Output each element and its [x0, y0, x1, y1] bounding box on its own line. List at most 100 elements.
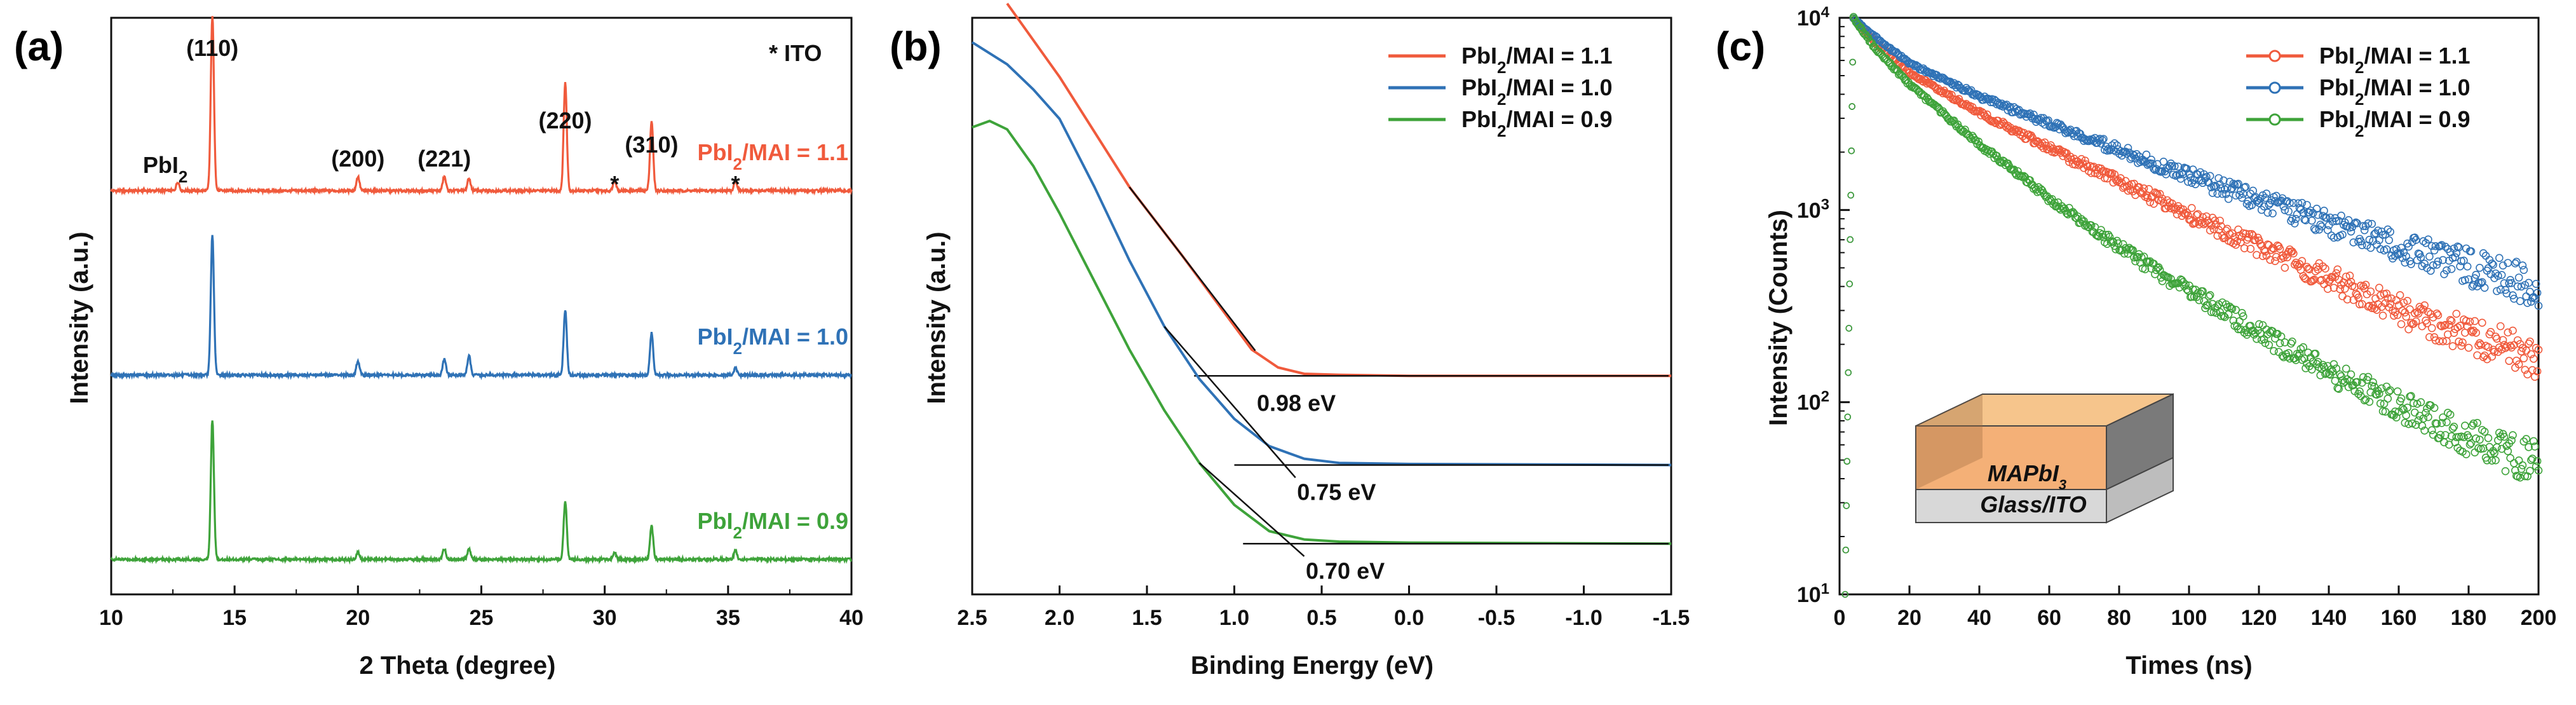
panel-c-data-marker: [1908, 60, 1916, 68]
panel-c-data-marker: [2168, 161, 2176, 170]
panel-c-data-marker: [2501, 344, 2510, 352]
panel-c-data-marker: [1964, 102, 1973, 111]
panel-c-data-marker: [2534, 345, 2543, 354]
panel-c-data-marker: [2347, 227, 2356, 236]
panel-c-data-marker: [2289, 249, 2298, 258]
panel-c-data-marker: [2082, 221, 2091, 229]
inset-left-shade: [1916, 394, 1983, 489]
panel-a-series-label-sub: 2: [733, 339, 742, 358]
panel-c-data-marker: [2493, 287, 2501, 296]
panel-c-y-tick-exp: 4: [1821, 4, 1830, 21]
panel-c-data-marker: [2037, 114, 2045, 122]
panel-c-data-marker: [2458, 338, 2467, 346]
panel-c-data-marker: [2099, 135, 2108, 143]
panel-c-legend-label-sub: 2: [2355, 121, 2364, 140]
panel-c-data-marker: [2324, 285, 2332, 293]
panel-c-data-marker: [2506, 341, 2514, 350]
panel-c-data-marker: [1841, 591, 1849, 598]
panel-c-data-marker: [2187, 203, 2196, 212]
panel-c-y-tick-base: 10: [1797, 391, 1821, 415]
panel-c-data-marker: [2469, 419, 2478, 428]
panel-c-data-marker: [2265, 341, 2274, 349]
panel-c-data-marker: [2403, 403, 2411, 412]
panel-c-data-marker: [2463, 262, 2472, 271]
panel-c-data-marker: [2045, 143, 2054, 151]
panel-c-data-marker: [2389, 254, 2397, 263]
panel-c-data-marker: [2500, 432, 2509, 441]
panel-c-data-marker: [2213, 189, 2222, 198]
panel-c-data-marker: [2329, 360, 2338, 369]
panel-c-data-marker: [2249, 231, 2257, 240]
panel-c-data-marker: [2176, 174, 2185, 183]
panel-c-data-marker: [2527, 456, 2535, 464]
panel-c-data-marker: [2512, 257, 2521, 266]
panel-c-data-marker: [2322, 214, 2331, 222]
panel-c-data-marker: [2193, 170, 2202, 179]
panel-b-letter: (b): [890, 24, 942, 69]
panel-c-legend-label: PbI2/MAI = 1.0: [2319, 74, 2471, 109]
panel-b-x-tick-label: 0.5: [1306, 606, 1336, 630]
panel-c-data-marker: [2037, 185, 2045, 193]
panel-c-data-marker: [2385, 387, 2394, 396]
panel-c-data-marker: [2431, 242, 2440, 250]
panel-c-data-marker: [2452, 310, 2461, 318]
panel-c-x-tick-label: 120: [2241, 606, 2277, 630]
panel-a-x-tick-label: 10: [99, 606, 123, 630]
panel-c-data-marker: [1849, 58, 1856, 66]
panel-c-data-marker: [2450, 329, 2458, 337]
panel-c-legend-label-rest: /MAI = 1.1: [2364, 43, 2470, 69]
panel-c-data-marker: [2467, 327, 2476, 335]
panel-c-data-marker: [2429, 261, 2437, 270]
panel-c-data-marker: [2357, 237, 2365, 245]
panel-c-data-marker: [2439, 337, 2447, 346]
panel-c-data-marker: [2332, 364, 2341, 373]
panel-c-data-marker: [2518, 461, 2527, 470]
panel-c-data-marker: [2533, 367, 2542, 376]
panel-c-data-marker: [2317, 222, 2326, 231]
panel-c-data-marker: [2526, 337, 2534, 346]
panel-c-data-marker: [2183, 285, 2191, 294]
panel-c-data-marker: [2390, 311, 2398, 320]
panel-c-data-marker: [1843, 458, 1851, 465]
panel-c-data-marker: [2453, 323, 2462, 332]
panel-c-data-marker: [2153, 190, 2162, 198]
panel-c-data-marker: [2258, 252, 2267, 261]
panel-c-data-marker: [2406, 305, 2414, 313]
panel-c-data-marker: [2518, 261, 2527, 270]
panel-c-data-marker: [2496, 322, 2505, 331]
panel-c-data-marker: [2480, 427, 2489, 436]
panel-c-data-marker: [2208, 214, 2217, 222]
panel-c-data-marker: [2507, 343, 2516, 352]
panel-c-data-marker: [2532, 280, 2540, 288]
panel-c-data-marker: [2432, 309, 2441, 318]
panel-c-data-marker: [2398, 254, 2407, 263]
panel-c-data-marker: [2299, 343, 2308, 352]
panel-b-x-tick-label: 1.5: [1132, 606, 1162, 630]
panel-a-x-tick-label: 35: [716, 606, 740, 630]
panel-c-data-marker: [2448, 342, 2457, 350]
panel-c-data-marker: [2191, 219, 2200, 227]
panel-c-data-marker: [2472, 329, 2480, 337]
panel-b-ups-chart: (b) Intensity (a.u.) Binding Energy (eV)…: [890, 3, 1690, 680]
panel-a-ito-marker: *: [610, 171, 619, 197]
panel-c-data-marker: [2109, 238, 2118, 246]
panel-c-data-marker: [2464, 343, 2473, 352]
panel-c-data-marker: [2462, 450, 2471, 458]
panel-c-data-marker: [2501, 467, 2510, 476]
panel-c-data-marker: [2493, 334, 2501, 343]
panel-c-data-marker: [2528, 455, 2537, 463]
panel-a-x-axis-title: 2 Theta (degree): [360, 652, 556, 680]
panel-c-data-marker: [1862, 32, 1871, 41]
panel-c-data-marker: [2396, 291, 2404, 299]
panel-c-data-marker: [2509, 431, 2517, 439]
panel-a-x-tick-label: 15: [222, 606, 247, 630]
panel-c-data-marker: [2241, 182, 2250, 191]
panel-c-data-marker: [2341, 377, 2349, 386]
panel-c-data-marker: [2228, 305, 2237, 313]
panel-c-data-marker: [2300, 216, 2308, 224]
panel-c-data-marker: [2378, 231, 2387, 239]
panel-c-data-marker: [2316, 221, 2325, 229]
panel-c-data-marker: [2303, 201, 2311, 209]
panel-c-data-marker: [2501, 285, 2510, 294]
panel-c-data-marker: [2366, 287, 2375, 296]
